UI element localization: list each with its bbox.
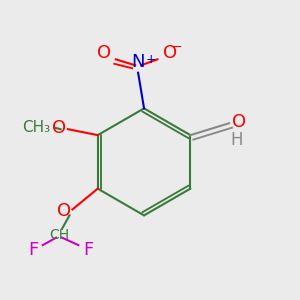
Text: H: H bbox=[230, 130, 243, 148]
Text: F: F bbox=[28, 241, 38, 259]
Text: CH: CH bbox=[49, 228, 69, 242]
Text: N: N bbox=[131, 53, 145, 71]
Text: F: F bbox=[83, 241, 93, 259]
Text: CH₃: CH₃ bbox=[22, 120, 50, 135]
Text: O: O bbox=[52, 119, 67, 137]
Text: −: − bbox=[172, 41, 182, 54]
Text: O: O bbox=[57, 202, 71, 220]
Text: +: + bbox=[146, 53, 156, 66]
Text: O: O bbox=[232, 113, 246, 131]
Text: O: O bbox=[164, 44, 178, 62]
Text: O: O bbox=[97, 44, 111, 62]
